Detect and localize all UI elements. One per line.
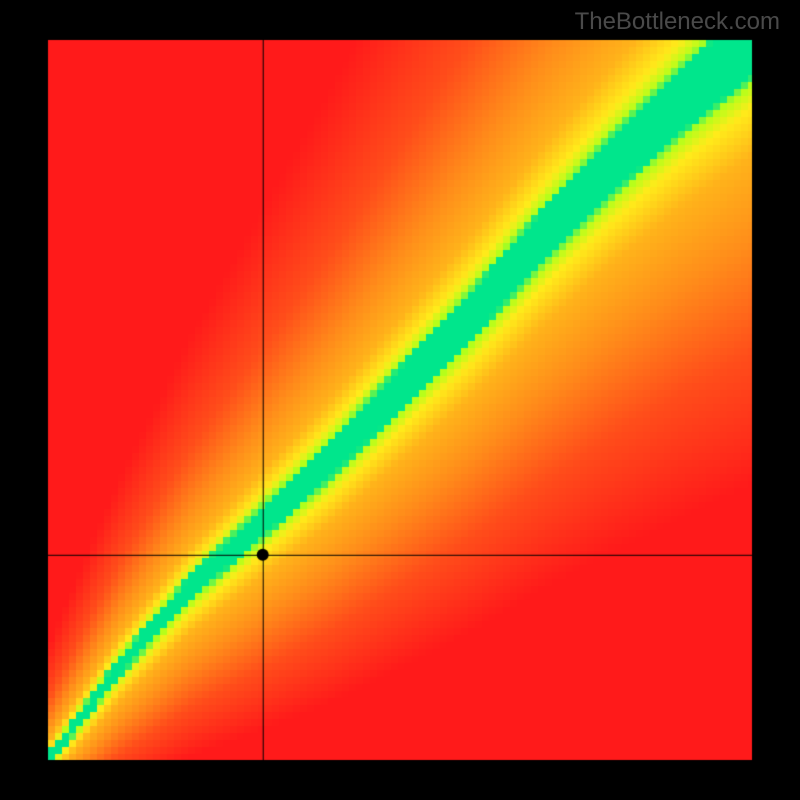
chart-container: TheBottleneck.com bbox=[0, 0, 800, 800]
heatmap-canvas bbox=[0, 0, 800, 800]
watermark-text: TheBottleneck.com bbox=[575, 8, 780, 36]
